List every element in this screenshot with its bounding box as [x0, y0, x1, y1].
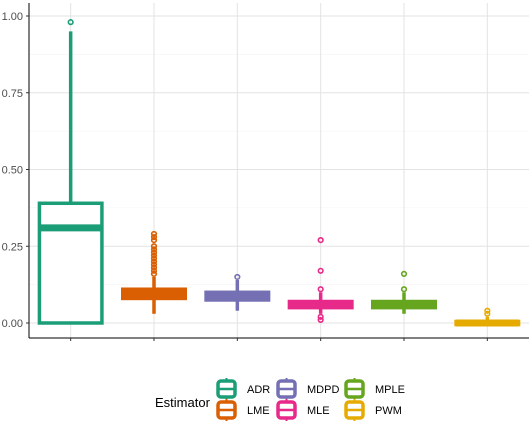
outlier-point [150, 252, 158, 259]
outlier-point [317, 286, 324, 293]
box-adr [37, 19, 104, 325]
legend-label: MLE [307, 405, 330, 417]
outlier-point [234, 273, 241, 281]
outlier-point [317, 267, 324, 274]
outlier-point [484, 310, 491, 317]
axes: 0.00 0.25 0.50 0.75 1.00 [2, 3, 529, 341]
outlier-point [150, 243, 158, 250]
legend-label: LME [247, 405, 270, 417]
outlier-point [150, 246, 158, 253]
outlier-point [150, 230, 158, 238]
legend: Estimator ADR LME MDPD MLE MPLE PWM [155, 378, 405, 421]
outlier-point [150, 264, 158, 271]
outlier-point [400, 286, 408, 293]
outlier-point [67, 19, 74, 26]
outlier-point [150, 267, 158, 274]
box-mdpd [204, 273, 271, 311]
y-tick-label: 1.00 [2, 11, 23, 23]
outlier-point [150, 270, 158, 277]
legend-title: Estimator [155, 395, 211, 410]
box-mle [287, 237, 354, 324]
box-mple [371, 270, 437, 314]
legend-item-mdpd: MDPD [276, 378, 339, 400]
outlier-point [317, 313, 324, 320]
legend-item-lme: LME [216, 399, 270, 421]
outlier-point [484, 307, 491, 314]
outlier-point [150, 249, 158, 256]
outlier-point [150, 237, 158, 244]
outlier-point [317, 237, 324, 244]
y-tick-label: 0.75 [2, 88, 23, 100]
legend-item-mple: MPLE [344, 378, 405, 400]
grid [29, 3, 529, 338]
legend-label: ADR [247, 384, 270, 396]
y-tick-label: 0.50 [2, 165, 23, 177]
y-tick-label: 0.00 [2, 318, 23, 330]
legend-label: MDPD [307, 384, 339, 396]
box-pwm [454, 307, 521, 327]
boxes [37, 19, 521, 327]
outlier-point [150, 261, 158, 268]
legend-label: MPLE [375, 384, 405, 396]
outlier-point [317, 316, 324, 324]
y-tick-label: 0.25 [2, 241, 23, 253]
box-body [37, 201, 104, 325]
box-lme [121, 230, 187, 314]
legend-item-adr: ADR [216, 378, 270, 400]
outlier-point [150, 233, 158, 241]
legend-label: PWM [375, 405, 402, 417]
legend-item-mle: MLE [276, 399, 330, 421]
outlier-point [150, 258, 158, 265]
outlier-point [150, 255, 158, 262]
legend-item-pwm: PWM [344, 399, 402, 421]
plot-panel [29, 3, 529, 338]
outlier-point [400, 270, 408, 277]
